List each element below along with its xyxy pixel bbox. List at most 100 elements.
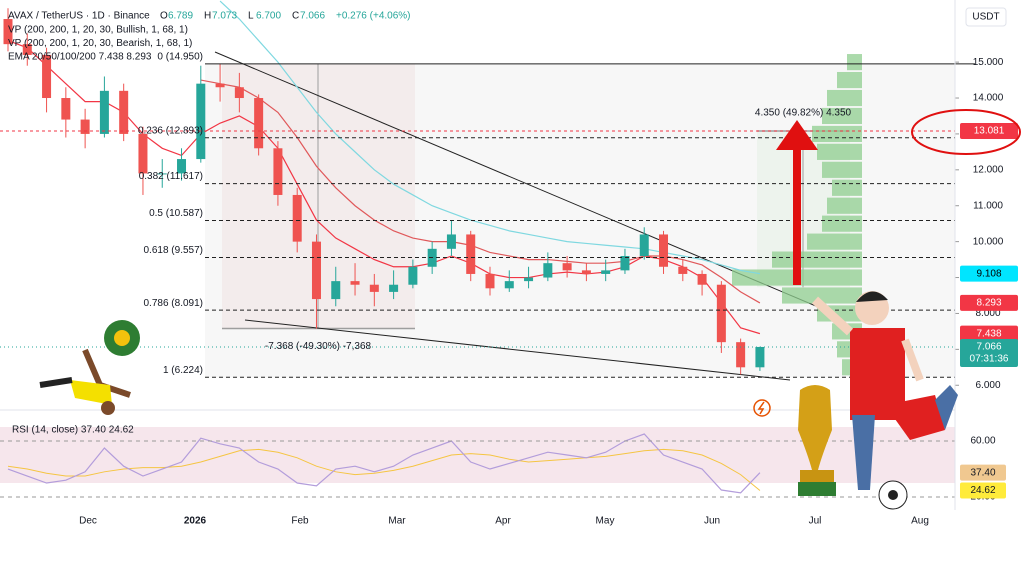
symbol: AVAX / TetherUS · 1D · Binance — [8, 11, 150, 22]
price-badge-label: 7.066 — [976, 342, 1001, 353]
price-badge — [960, 265, 1018, 282]
ohlc-value: 7.066 — [300, 11, 325, 22]
y-tick-label: 14.000 — [973, 93, 1004, 104]
fib-label: 0.236 (12.893) — [138, 125, 203, 136]
candle-body — [446, 234, 456, 249]
candle-body — [80, 119, 90, 134]
candle-body — [177, 159, 187, 174]
candle-body — [755, 346, 765, 368]
x-tick-label: Aug — [911, 516, 929, 527]
candle-body — [581, 270, 591, 274]
price-badge-label: 7.438 — [976, 328, 1001, 339]
volume-profile-bar — [827, 197, 862, 214]
fib-label: 0.382 (11.617) — [139, 171, 203, 182]
candle-body — [678, 266, 688, 274]
x-tick-label: Apr — [495, 516, 511, 527]
candle-body — [196, 83, 206, 160]
y-tick-label: 10.000 — [973, 236, 1004, 247]
price-badge — [960, 325, 1018, 342]
candle-body — [157, 173, 167, 175]
indicator: VP (200, 200, 1, 20, 30, Bearish, 1, 68,… — [8, 38, 192, 49]
indicator: EMA 20/50/100/200 7.438 8.293 — [8, 52, 152, 63]
rsi-badge-label: 24.62 — [970, 485, 995, 496]
x-tick-label: Dec — [79, 516, 97, 527]
x-tick-label: Jun — [704, 516, 720, 527]
candle-body — [620, 255, 630, 271]
price-badge — [960, 338, 1018, 367]
arrow — [776, 120, 818, 285]
x-tick-label: May — [596, 516, 615, 527]
axes: -7.368 (-49.30%) -7,368 4.350 (49.82%) 4.… — [0, 52, 1018, 527]
x-tick-label: Feb — [291, 516, 309, 527]
candle-body — [99, 90, 109, 134]
candle-body — [61, 98, 71, 120]
ohlc-key: H — [204, 11, 211, 22]
rsi-label: RSI (14, close) 37.40 24.62 — [12, 425, 134, 436]
candle-body — [273, 148, 283, 195]
rsi-badge-label: 37.40 — [970, 467, 995, 478]
ohlc-key: O — [160, 11, 168, 22]
candle-body — [42, 54, 52, 99]
lightning-icon — [753, 399, 771, 417]
candle-body — [215, 83, 225, 88]
x-tick-label: Mar — [388, 516, 406, 527]
volume-profile-bar — [772, 251, 862, 268]
candle-body — [601, 270, 611, 274]
price-badge — [960, 294, 1018, 311]
candle-body — [466, 234, 476, 274]
indicator: VP (200, 200, 1, 20, 30, Bullish, 1, 68,… — [8, 25, 188, 36]
volume-profile-bar — [832, 179, 862, 196]
candle-body — [331, 281, 341, 300]
volume-profile-bar — [822, 161, 862, 178]
price-badge-label: 8.293 — [976, 298, 1001, 309]
price-badge — [960, 123, 1018, 140]
highlight-ellipse — [911, 109, 1021, 155]
ohlc-value: 6.789 — [168, 11, 193, 22]
candle-body — [292, 194, 302, 242]
x-tick-label: 2026 — [184, 516, 207, 527]
rsi-band — [0, 427, 955, 483]
candle-body — [736, 342, 746, 368]
candle-body — [562, 263, 572, 271]
candle-body — [254, 98, 264, 149]
measure-label: 4.350 (49.82%) 4.350 — [755, 108, 852, 119]
candle-body — [716, 284, 726, 343]
candle-body — [524, 277, 534, 282]
change: +0.276 (+4.06%) — [336, 11, 411, 22]
candle-body — [369, 284, 379, 292]
ohlc-value: 6.700 — [256, 11, 281, 22]
volume-profile-bar — [827, 89, 862, 107]
rsi-badge — [960, 464, 1006, 481]
trendline — [214, 51, 831, 313]
y-tick-label: 11.000 — [973, 200, 1003, 211]
currency: USDT — [972, 12, 999, 23]
candle-body — [311, 241, 321, 300]
y-tick-label: 8.000 — [975, 308, 1000, 319]
rsi-tick-label: 60.00 — [970, 436, 995, 447]
candle-body — [3, 19, 13, 45]
candle-body — [485, 273, 495, 289]
rsi-line — [7, 433, 761, 494]
fib-label: 0.786 (8.091) — [144, 298, 204, 309]
volume-profile-bar — [812, 125, 862, 143]
y-tick-label: 15.000 — [973, 57, 1004, 68]
volume-profile-bar — [837, 71, 862, 89]
candle-body — [408, 266, 418, 285]
currency-box[interactable] — [965, 7, 1007, 27]
fib-label: 0 (14.950) — [157, 52, 203, 63]
volume-profile-bar — [782, 287, 862, 304]
candle-body — [639, 234, 649, 256]
y-tick-label: 6.000 — [975, 380, 1000, 391]
candle-body — [234, 87, 244, 99]
kick-player — [39, 320, 140, 415]
football-player — [811, 291, 958, 510]
candle-body — [504, 281, 514, 289]
ema-line — [7, 40, 761, 335]
candle-body — [119, 90, 129, 134]
y-tick-label: 12.000 — [973, 164, 1004, 175]
price-badge-timer: 07:31:36 — [970, 354, 1009, 365]
ema-line — [219, 0, 761, 275]
candle-body — [389, 284, 399, 292]
trophy — [798, 385, 836, 496]
